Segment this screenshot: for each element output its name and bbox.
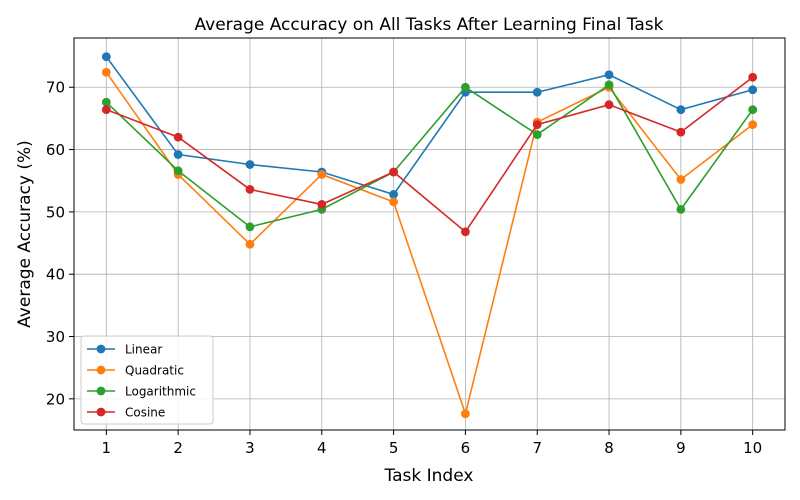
data-point-cosine — [173, 132, 183, 142]
data-point-logarithmic — [461, 82, 470, 92]
x-tick-label: 10 — [743, 439, 762, 457]
data-point-quadratic — [461, 409, 470, 419]
x-tick-label: 2 — [173, 439, 183, 457]
data-point-quadratic — [101, 67, 111, 77]
x-tick-label: 6 — [461, 439, 471, 457]
x-tick-label: 5 — [389, 439, 399, 457]
data-point-cosine — [245, 185, 255, 194]
data-point-logarithmic — [604, 80, 614, 90]
y-tick-label: 20 — [46, 390, 65, 408]
legend-label-cosine: Cosine — [125, 406, 165, 420]
legend-label-linear: Linear — [125, 343, 162, 357]
data-point-linear — [532, 87, 542, 97]
data-point-logarithmic — [173, 166, 183, 176]
data-point-linear — [389, 190, 398, 199]
data-point-cosine — [389, 167, 398, 177]
data-point-quadratic — [389, 197, 398, 207]
data-point-linear — [173, 150, 183, 159]
data-point-cosine — [317, 199, 327, 209]
data-point-cosine — [676, 127, 686, 137]
x-tick-label: 3 — [245, 439, 255, 457]
x-tick-label: 9 — [676, 439, 686, 457]
y-tick-label: 40 — [46, 266, 65, 284]
data-point-logarithmic — [676, 204, 686, 214]
data-point-linear — [101, 52, 111, 62]
x-axis: 1 2 3 4 5 6 7 8 9 10 — [102, 430, 762, 457]
data-point-quadratic — [245, 239, 255, 249]
legend-label-logarithmic: Logarithmic — [125, 385, 196, 399]
data-point-cosine — [461, 227, 470, 237]
legend: Linear Quadratic Logarithmic Cosine — [80, 335, 214, 425]
y-tick-label: 30 — [46, 328, 65, 346]
data-point-cosine — [101, 105, 111, 115]
legend-marker-cosine — [96, 407, 106, 417]
data-point-quadratic — [317, 170, 327, 179]
data-point-linear — [676, 105, 686, 115]
data-point-linear — [245, 160, 255, 169]
legend-box — [80, 335, 214, 425]
data-point-cosine — [748, 72, 758, 82]
data-point-logarithmic — [101, 97, 111, 107]
legend-marker-quadratic — [96, 365, 106, 375]
y-tick-label: 70 — [46, 79, 65, 97]
x-tick-label: 8 — [604, 439, 614, 457]
series-line-logarithmic — [105, 83, 754, 228]
y-axis: 20 30 40 50 60 70 — [46, 79, 74, 408]
x-axis-title: Task Index — [384, 466, 474, 486]
legend-marker-logarithmic — [96, 386, 106, 396]
x-tick-label: 1 — [102, 439, 112, 457]
data-point-cosine — [532, 120, 542, 130]
data-point-logarithmic — [245, 222, 255, 232]
x-tick-label: 4 — [317, 439, 327, 457]
y-axis-title: Average Accuracy (%) — [15, 140, 35, 328]
series-line-linear — [105, 56, 753, 196]
data-point-linear — [604, 70, 614, 80]
data-point-linear — [748, 85, 758, 95]
plot-frame — [73, 37, 786, 431]
y-tick-label: 50 — [46, 203, 65, 221]
x-tick-label: 7 — [532, 439, 542, 457]
chart-title: Average Accuracy on All Tasks After Lear… — [195, 15, 664, 35]
series-line-cosine — [106, 76, 754, 234]
data-point-quadratic — [676, 175, 686, 184]
y-tick-label: 60 — [46, 141, 65, 159]
data-point-logarithmic — [532, 130, 542, 139]
data-point-cosine — [604, 100, 614, 110]
data-point-logarithmic — [748, 105, 758, 115]
data-point-quadratic — [748, 120, 758, 130]
series-group — [101, 52, 758, 419]
legend-label-quadratic: Quadratic — [125, 364, 184, 378]
series-line-quadratic — [105, 71, 754, 417]
legend-marker-linear — [96, 344, 106, 354]
